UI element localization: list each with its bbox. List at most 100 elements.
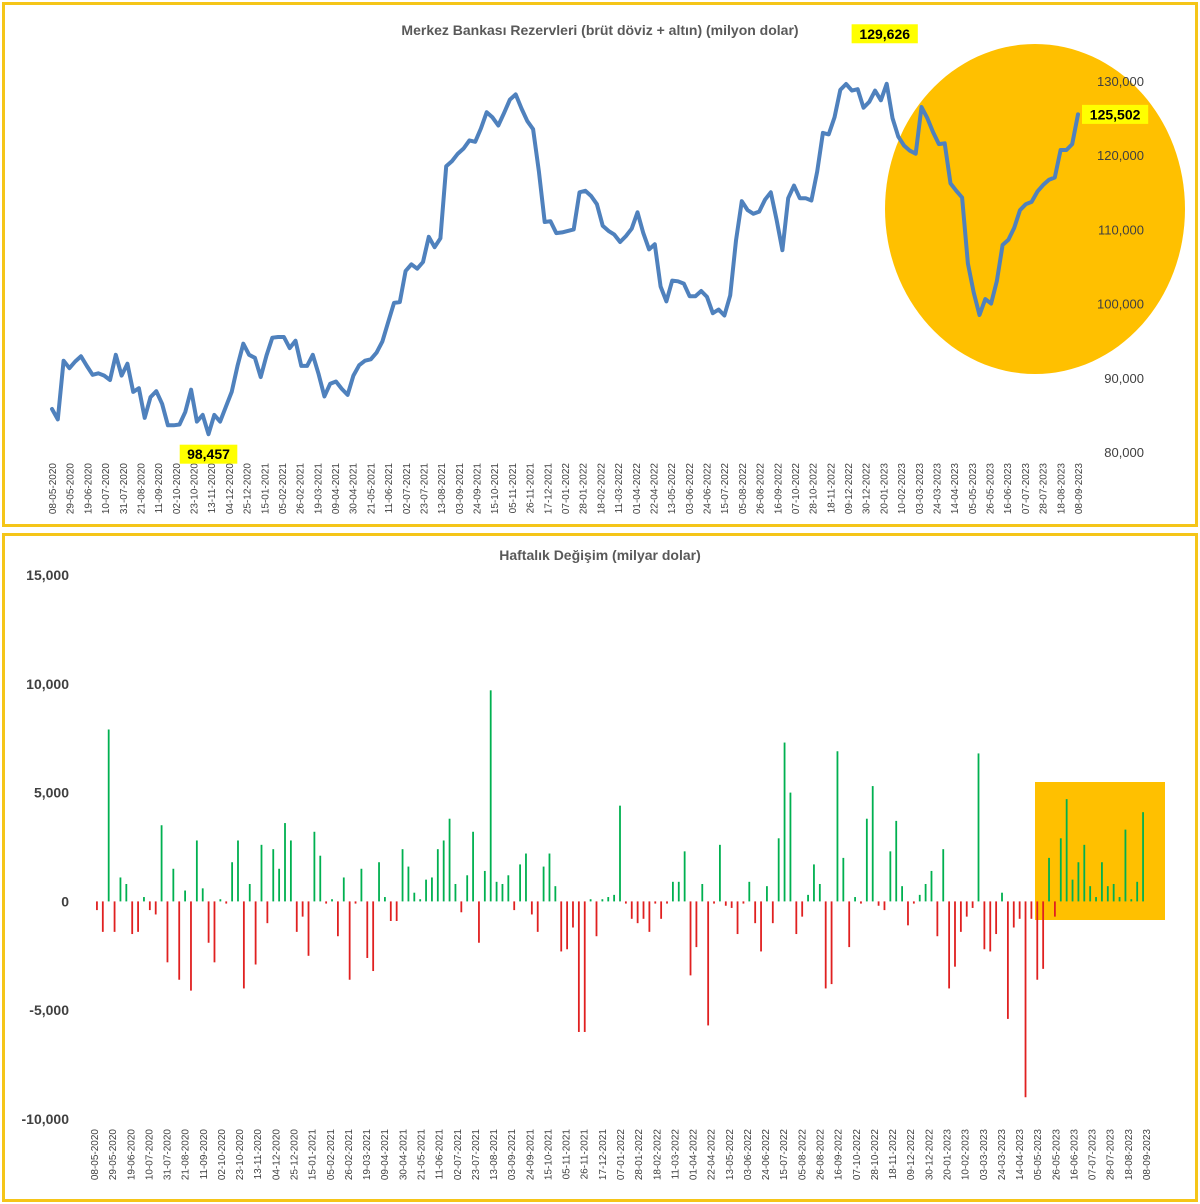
weekly-change-bar <box>942 849 945 902</box>
weekly-change-bar <box>454 883 457 902</box>
x-tick-label: 08-09-2023 <box>1074 463 1085 515</box>
x-tick-label: 11-03-2022 <box>670 1129 681 1180</box>
x-tick-label: 11-03-2022 <box>614 463 625 514</box>
weekly-change-bar <box>613 894 616 902</box>
x-tick-label: 08-05-2020 <box>48 463 59 515</box>
x-tick-label: 24-03-2023 <box>932 463 943 515</box>
x-tick-label: 13-08-2021 <box>437 463 448 515</box>
weekly-change-bar <box>748 881 751 902</box>
y-tick-label: 5,000 <box>34 785 69 801</box>
x-tick-label: 26-11-2021 <box>580 1129 591 1180</box>
x-tick-label: 21-08-2020 <box>136 463 147 515</box>
weekly-change-bar <box>572 901 574 928</box>
weekly-change-bar <box>959 901 962 932</box>
x-tick-label: 13-11-2020 <box>207 463 218 514</box>
x-tick-label: 17-12-2021 <box>598 1129 609 1181</box>
weekly-change-bar <box>501 883 504 902</box>
y-tick-label: 130,000 <box>1097 74 1144 89</box>
x-tick-label: 07-10-2022 <box>791 463 802 515</box>
weekly-change-bar <box>460 901 463 913</box>
reserves-line-chart: 80,000 90,000 100,000 110,000 120,000 130,000… <box>48 24 1185 515</box>
weekly-change-bar <box>783 742 786 902</box>
x-tick-label: 20-01-2023 <box>942 1129 953 1181</box>
weekly-change-bar <box>624 901 627 904</box>
x-tick-label: 10-02-2023 <box>897 463 908 515</box>
weekly-change-bar <box>278 868 281 902</box>
x-tick-label: 07-07-2023 <box>1021 463 1032 515</box>
weekly-change-bar <box>895 820 898 902</box>
weekly-change-bar <box>730 901 733 908</box>
weekly-change-bar <box>431 877 433 902</box>
x-tick-label: 16-09-2022 <box>773 463 784 515</box>
weekly-change-bar <box>795 901 798 935</box>
weekly-change-bar <box>366 901 369 958</box>
weekly-change-bar <box>1112 883 1115 902</box>
weekly-change-bar <box>1012 901 1015 928</box>
x-tick-label: 13-05-2022 <box>667 463 678 515</box>
weekly-change-bar <box>448 818 451 902</box>
x-tick-label: 28-07-2023 <box>1039 463 1050 515</box>
weekly-change-bar <box>1054 901 1056 917</box>
weekly-change-bar <box>483 870 486 902</box>
weekly-change-bar <box>1083 844 1086 902</box>
x-tick-label: 09-04-2021 <box>380 1129 391 1181</box>
weekly-change-bar <box>924 883 927 902</box>
reserves-series-line <box>50 81 1080 437</box>
data-callout: 125,502 <box>1082 104 1149 124</box>
weekly-change-bar <box>530 901 533 915</box>
weekly-change-bar <box>260 844 263 902</box>
x-tick-label: 22-04-2022 <box>707 1129 718 1181</box>
weekly-change-bar <box>295 901 298 932</box>
y-tick-label: 0 <box>61 893 69 909</box>
weekly-change-bar <box>507 875 510 902</box>
x-tick-label: 14-04-2023 <box>950 463 961 515</box>
x-tick-label: 15-01-2021 <box>260 463 271 515</box>
weekly-change-bar <box>154 901 157 915</box>
weekly-change-bar <box>813 864 815 902</box>
weekly-change-bar <box>254 901 257 965</box>
weekly-change-bar <box>143 897 145 902</box>
weekly-change-bar <box>372 901 375 972</box>
weekly-change-bar <box>166 901 169 963</box>
x-tick-label: 24-09-2021 <box>525 1129 536 1181</box>
x-tick-label: 02-07-2021 <box>402 463 413 515</box>
x-tick-label: 15-07-2022 <box>720 463 731 515</box>
x-tick-label: 02-10-2020 <box>217 1129 228 1181</box>
x-tick-label: 26-05-2023 <box>986 463 997 515</box>
weekly-change-bar <box>583 901 586 1032</box>
weekly-change-bar <box>407 866 410 902</box>
weekly-change-bar <box>536 901 539 932</box>
weekly-change-bar <box>936 901 939 937</box>
weekly-change-bar <box>848 901 851 948</box>
weekly-change-bar <box>96 901 98 911</box>
x-tick-label: 29-05-2020 <box>108 1129 119 1181</box>
weekly-change-bar <box>336 901 339 937</box>
x-tick-label: 13-05-2022 <box>725 1129 736 1181</box>
weekly-change-chart-panel: Haftalık Değişim (milyar dolar) -10,000-… <box>2 533 1198 1202</box>
weekly-change-bar <box>713 901 715 904</box>
weekly-change-bar <box>607 897 610 902</box>
weekly-change-bar-chart: -10,000 -5,000 0 5,000 10,000 15,000 08-05-202… <box>22 567 1165 1181</box>
weekly-change-bar <box>836 751 839 902</box>
weekly-change-bar <box>901 886 904 902</box>
x-tick-label: 29-05-2020 <box>66 463 77 515</box>
weekly-change-bar <box>560 901 563 952</box>
x-tick-label: 15-01-2021 <box>308 1129 319 1181</box>
weekly-change-bar <box>824 901 827 989</box>
x-tick-label: 02-10-2020 <box>172 463 183 515</box>
weekly-change-bar <box>384 897 386 902</box>
x-tick-label: 03-09-2021 <box>455 463 466 515</box>
weekly-change-bar <box>313 831 316 902</box>
weekly-change-bar <box>1018 901 1021 919</box>
weekly-change-bar <box>178 901 181 980</box>
weekly-change-bar <box>495 881 498 902</box>
weekly-change-bar <box>242 901 245 989</box>
x-tick-label: 15-07-2022 <box>779 1129 790 1181</box>
x-tick-label: 16-06-2023 <box>1003 463 1014 515</box>
weekly-change-bar <box>719 844 721 902</box>
x-tick-label: 05-02-2021 <box>326 1129 337 1181</box>
reserves-chart-panel: Merkez Bankası Rezervleri (brüt döviz + … <box>2 2 1198 527</box>
weekly-change-bar <box>777 838 780 902</box>
weekly-change-bar <box>472 831 474 902</box>
x-tick-label: 18-11-2022 <box>888 1129 899 1180</box>
